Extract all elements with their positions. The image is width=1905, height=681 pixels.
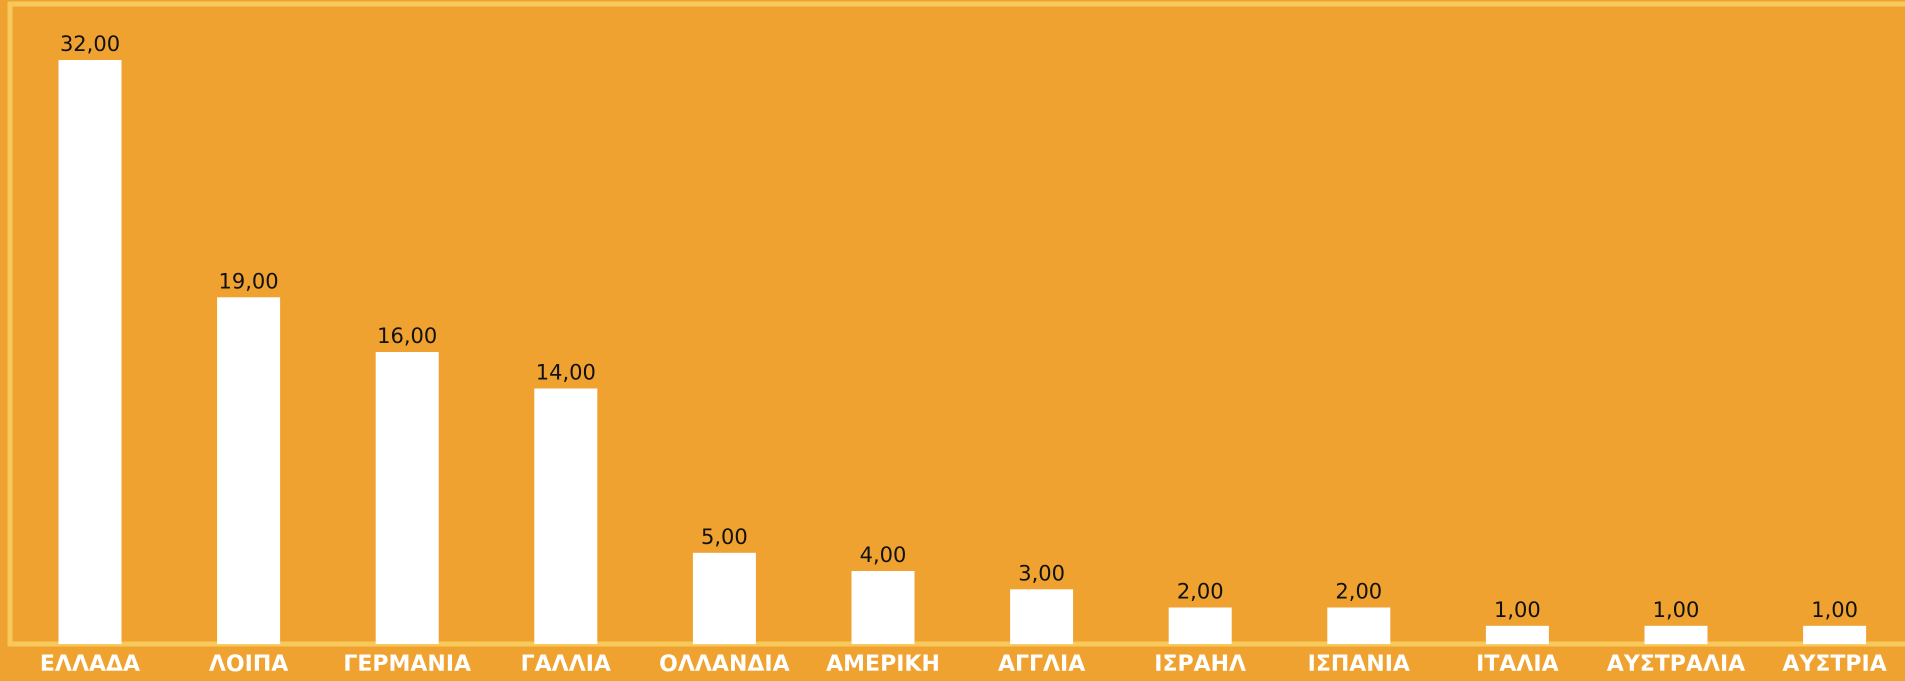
bars-layer xyxy=(58,60,1867,645)
value-label-11: 1,00 xyxy=(1653,598,1700,622)
bar-6 xyxy=(851,571,915,644)
category-label-6: ΑΜΕΡΙΚΗ xyxy=(826,652,940,677)
value-label-10: 1,00 xyxy=(1494,598,1541,622)
bar-4 xyxy=(534,388,598,644)
bar-7 xyxy=(1010,589,1074,645)
category-label-11: ΑΥΣΤΡΑΛΙΑ xyxy=(1607,652,1745,677)
value-label-1: 32,00 xyxy=(60,32,120,56)
value-label-6: 4,00 xyxy=(860,543,907,567)
bar-3 xyxy=(375,352,439,644)
bar-9 xyxy=(1327,607,1391,644)
category-label-5: ΟΛΛΑΝΔΙΑ xyxy=(659,652,789,677)
category-label-2: ΛΟΙΠΑ xyxy=(209,652,288,677)
category-label-3: ΓΕΡΜΑΝΙΑ xyxy=(343,652,471,677)
category-label-9: ΙΣΠΑΝΙΑ xyxy=(1308,652,1410,677)
category-label-7: ΑΓΓΛΙΑ xyxy=(998,652,1085,677)
category-label-1: ΕΛΛΑΔΑ xyxy=(40,652,140,677)
bar-11 xyxy=(1644,625,1708,645)
plot-area-frame xyxy=(7,1,1905,647)
value-label-12: 1,00 xyxy=(1811,598,1858,622)
value-label-4: 14,00 xyxy=(536,361,596,385)
category-label-8: ΙΣΡΑΗΛ xyxy=(1154,652,1246,677)
bar-12 xyxy=(1803,625,1867,645)
bar-5 xyxy=(692,552,756,645)
category-labels-layer: ΕΛΛΑΔΑ ΛΟΙΠΑ ΓΕΡΜΑΝΙΑ ΓΑΛΛΙΑ ΟΛΛΑΝΔΙΑ ΑΜΕΡΙΚΗ… xyxy=(40,652,1887,677)
value-label-2: 19,00 xyxy=(219,269,279,293)
bar-2 xyxy=(217,297,281,645)
value-labels-layer: 32,00 19,00 16,00 14,00 5,00 4,00 3,00 2,00 2,00… xyxy=(60,32,1858,622)
value-label-3: 16,00 xyxy=(377,324,437,348)
category-label-4: ΓΑΛΛΙΑ xyxy=(521,652,611,677)
value-label-5: 5,00 xyxy=(701,525,748,549)
bar-8 xyxy=(1168,607,1232,644)
bar-10 xyxy=(1485,625,1549,645)
value-label-8: 2,00 xyxy=(1177,580,1224,604)
category-label-10: ΙΤΑΛΙΑ xyxy=(1476,652,1558,677)
value-label-9: 2,00 xyxy=(1335,580,1382,604)
category-label-12: ΑΥΣΤΡΙΑ xyxy=(1782,652,1886,677)
bar-1 xyxy=(58,60,122,644)
value-label-7: 3,00 xyxy=(1018,561,1065,585)
